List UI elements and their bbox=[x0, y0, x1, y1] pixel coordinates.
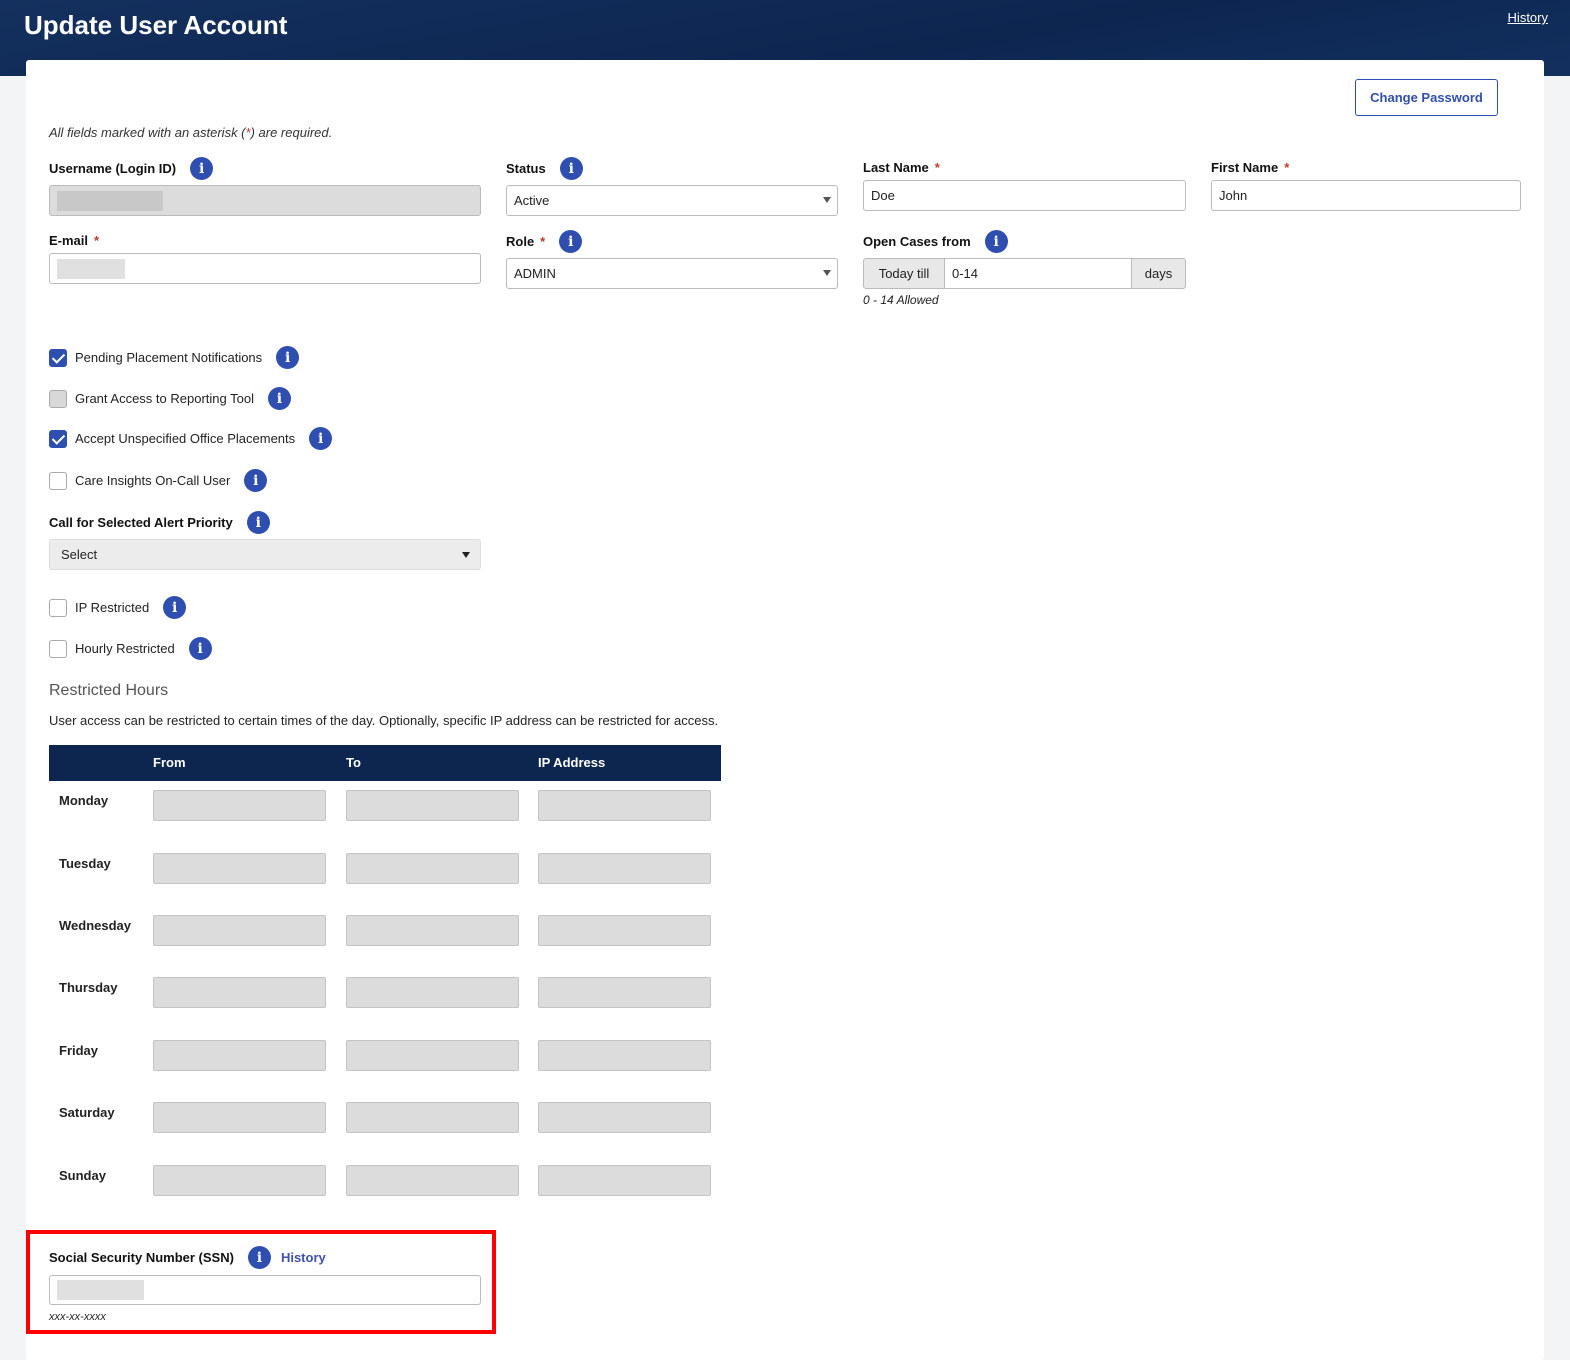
from-input bbox=[153, 1102, 326, 1133]
ip-address-input bbox=[538, 1165, 711, 1196]
column-to: To bbox=[346, 755, 361, 770]
ssn-history-link[interactable]: History bbox=[280, 1250, 326, 1265]
checkbox-label: Pending Placement Notifications bbox=[75, 350, 263, 365]
chevron-down-icon bbox=[823, 270, 831, 276]
status-select[interactable]: Active bbox=[506, 185, 838, 216]
info-icon[interactable]: i bbox=[247, 1246, 271, 1269]
day-label: Monday bbox=[59, 793, 109, 808]
column-ip-address: IP Address bbox=[538, 755, 606, 770]
day-label: Wednesday bbox=[59, 918, 132, 933]
open-cases-label: Open Cases from bbox=[863, 234, 971, 249]
from-input bbox=[153, 853, 326, 884]
checkbox-label: Care Insights On-Call User bbox=[75, 473, 231, 488]
first-name-label: First Name * bbox=[1211, 160, 1290, 175]
checkbox-label: IP Restricted bbox=[75, 600, 150, 615]
ssn-hint: xxx-xx-xxxx bbox=[49, 1311, 106, 1323]
info-icon[interactable]: i bbox=[244, 469, 268, 492]
username-label: Username (Login ID) bbox=[49, 161, 177, 176]
ip-address-input bbox=[538, 790, 711, 821]
last-name-label: Last Name * bbox=[863, 160, 940, 175]
chevron-down-icon bbox=[823, 197, 831, 203]
info-icon[interactable]: i bbox=[246, 511, 270, 534]
to-input bbox=[346, 1102, 519, 1133]
ip-address-input bbox=[538, 977, 711, 1008]
unspecified-office-checkbox[interactable] bbox=[49, 429, 67, 448]
care-insights-checkbox[interactable] bbox=[49, 471, 67, 490]
to-input bbox=[346, 1165, 519, 1196]
open-cases-input[interactable]: 0-14 bbox=[944, 258, 1132, 289]
to-input bbox=[346, 790, 519, 821]
info-icon[interactable]: i bbox=[276, 346, 300, 369]
ip-address-input bbox=[538, 915, 711, 946]
from-input bbox=[153, 977, 326, 1008]
ip-address-input bbox=[538, 853, 711, 884]
page-title: Update User Account bbox=[24, 10, 288, 40]
status-label: Status bbox=[506, 161, 546, 176]
day-label: Friday bbox=[59, 1043, 99, 1058]
email-label: E-mail * bbox=[49, 233, 100, 248]
pending-placement-checkbox[interactable] bbox=[49, 348, 67, 367]
last-name-input[interactable]: Doe bbox=[863, 180, 1186, 211]
role-select[interactable]: ADMIN bbox=[506, 258, 838, 289]
to-input bbox=[346, 977, 519, 1008]
from-input bbox=[153, 915, 326, 946]
column-from: From bbox=[153, 755, 186, 770]
history-link[interactable]: History bbox=[1507, 10, 1548, 25]
info-icon[interactable]: i bbox=[984, 230, 1008, 253]
caret-down-icon bbox=[462, 552, 470, 558]
day-label: Saturday bbox=[59, 1105, 115, 1120]
info-icon[interactable]: i bbox=[267, 387, 291, 410]
table-header: From To IP Address bbox=[49, 745, 721, 781]
info-icon[interactable]: i bbox=[190, 157, 214, 180]
checkbox-label: Grant Access to Reporting Tool bbox=[75, 391, 254, 406]
info-icon[interactable]: i bbox=[188, 637, 212, 660]
day-label: Sunday bbox=[59, 1168, 106, 1183]
required-note: All fields marked with an asterisk (*) a… bbox=[49, 125, 333, 140]
checkbox-label: Hourly Restricted bbox=[75, 641, 175, 656]
days-addon: days bbox=[1131, 258, 1186, 289]
day-label: Thursday bbox=[59, 980, 118, 995]
ip-restricted-checkbox[interactable] bbox=[49, 598, 67, 617]
info-icon[interactable]: i bbox=[559, 157, 583, 180]
alert-priority-label: Call for Selected Alert Priority bbox=[49, 515, 233, 530]
info-icon[interactable]: i bbox=[163, 596, 187, 619]
restricted-hours-title: Restricted Hours bbox=[49, 682, 169, 699]
info-icon[interactable]: i bbox=[559, 230, 583, 253]
ip-address-input bbox=[538, 1040, 711, 1071]
from-input bbox=[153, 1040, 326, 1071]
day-label: Tuesday bbox=[59, 856, 111, 871]
ip-address-input bbox=[538, 1102, 711, 1133]
to-input bbox=[346, 853, 519, 884]
info-icon[interactable]: i bbox=[309, 427, 333, 450]
ssn-highlight bbox=[26, 1230, 496, 1334]
today-till-addon: Today till bbox=[863, 258, 945, 289]
open-cases-hint: 0 - 14 Allowed bbox=[863, 293, 939, 307]
first-name-input[interactable]: John bbox=[1211, 180, 1521, 211]
reporting-tool-checkbox bbox=[49, 389, 67, 408]
change-password-button[interactable]: Change Password bbox=[1355, 79, 1498, 116]
email-input[interactable] bbox=[49, 253, 481, 284]
to-input bbox=[346, 915, 519, 946]
ssn-input[interactable] bbox=[49, 1275, 481, 1305]
ssn-label: Social Security Number (SSN) bbox=[49, 1250, 234, 1265]
alert-priority-select[interactable]: Select bbox=[49, 539, 481, 570]
role-label: Role * bbox=[506, 234, 546, 249]
restricted-hours-description: User access can be restricted to certain… bbox=[49, 713, 719, 728]
to-input bbox=[346, 1040, 519, 1071]
hourly-restricted-checkbox[interactable] bbox=[49, 639, 67, 658]
username-input bbox=[49, 185, 481, 216]
from-input bbox=[153, 1165, 326, 1196]
checkbox-label: Accept Unspecified Office Placements bbox=[75, 431, 296, 446]
from-input bbox=[153, 790, 326, 821]
